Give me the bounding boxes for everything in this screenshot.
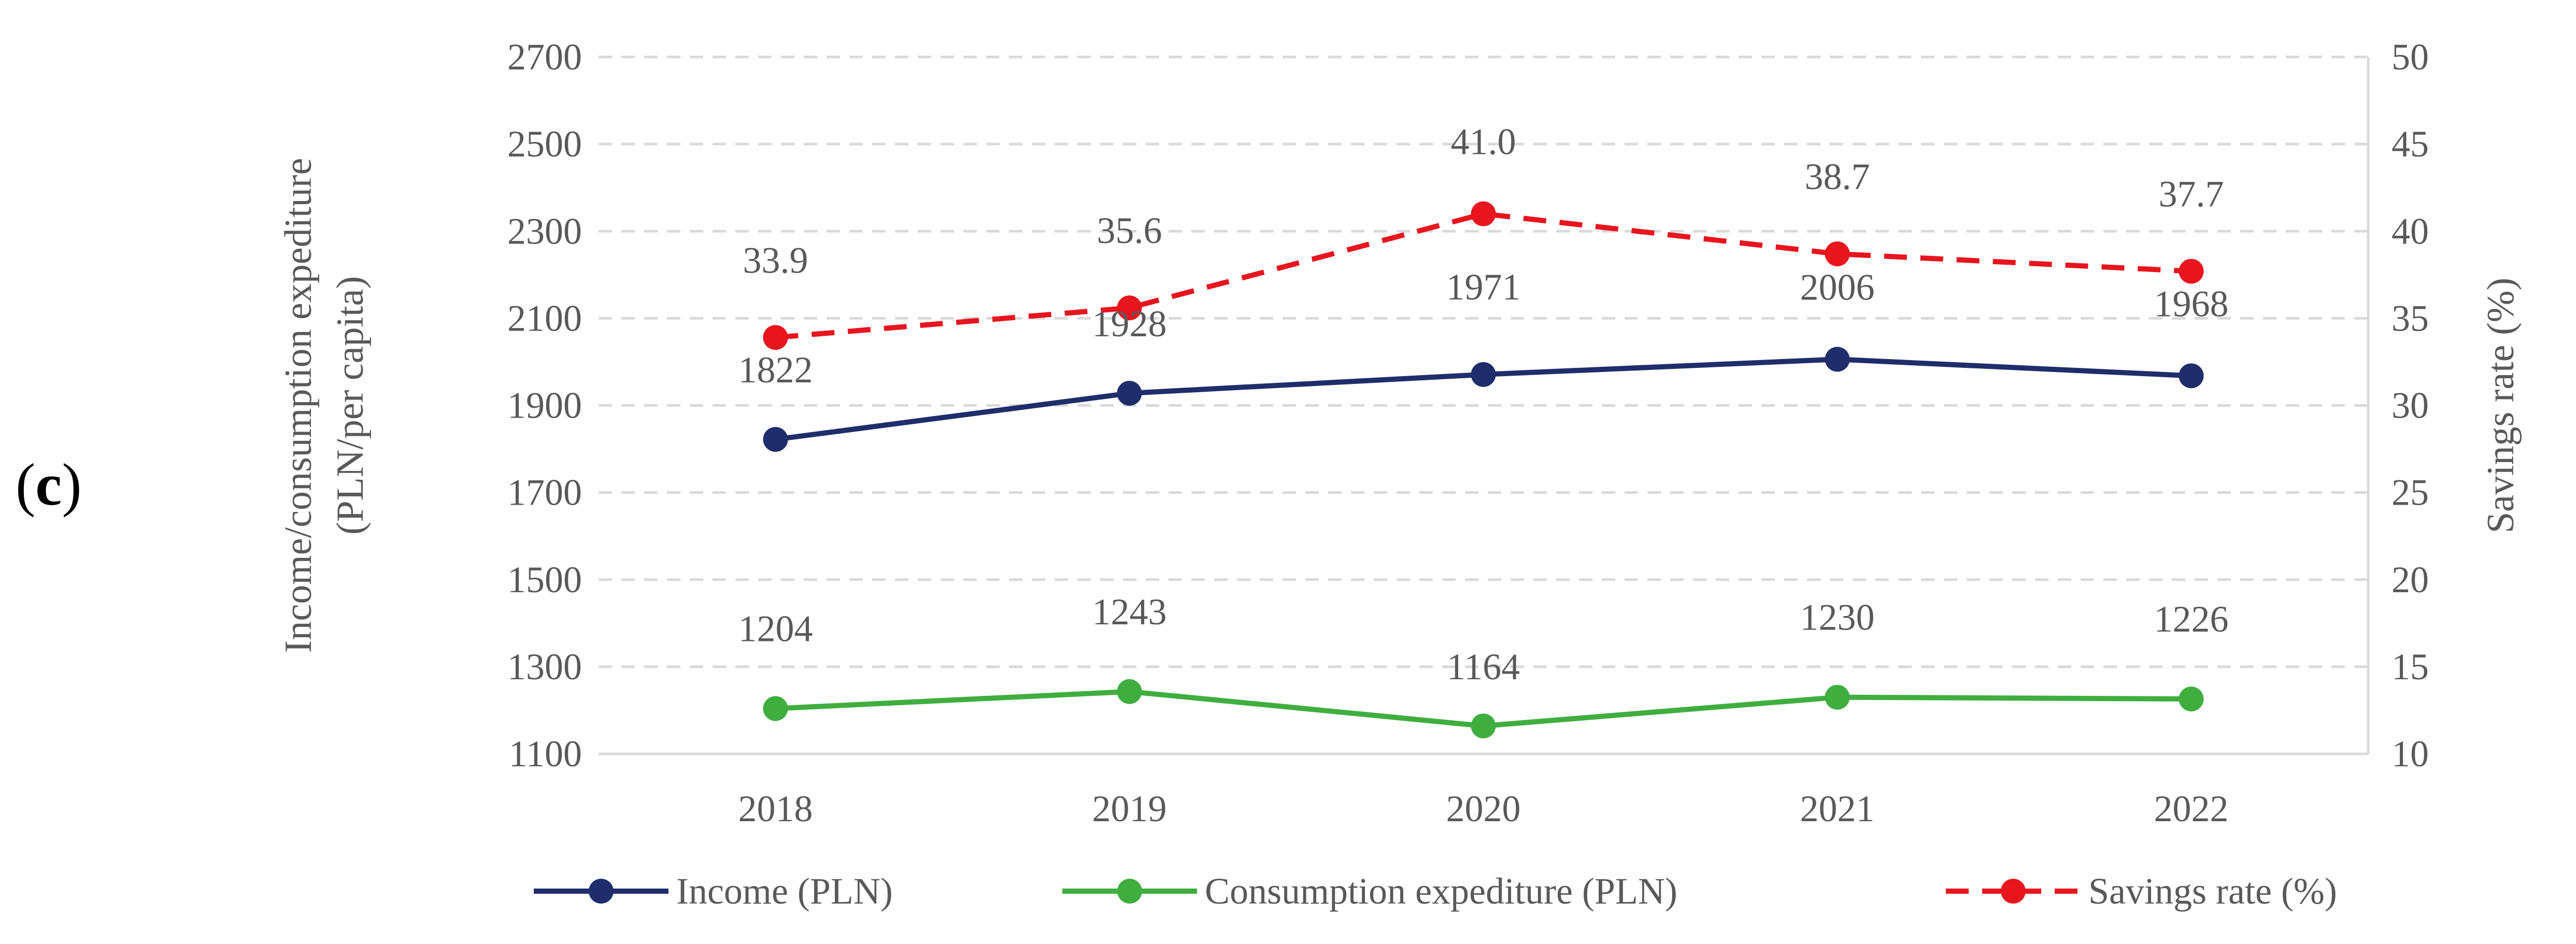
y-left-tick-label: 2100 xyxy=(507,297,582,339)
series-line-3 xyxy=(775,211,2191,340)
panel-label: (c) xyxy=(16,452,82,518)
data-point xyxy=(2179,363,2204,389)
legend-label: Consumption expediture (PLN) xyxy=(1205,870,1677,912)
data-label: 1822 xyxy=(738,349,813,391)
data-label: 1968 xyxy=(2154,283,2229,324)
legend-marker xyxy=(1117,879,1142,904)
x-tick-label: 2021 xyxy=(1800,788,1875,829)
data-label: 35.6 xyxy=(1097,210,1162,251)
data-label: 33.9 xyxy=(743,239,808,281)
data-point xyxy=(1825,684,1850,710)
legend-label: Income (PLN) xyxy=(676,870,893,912)
y-left-tick-label: 2500 xyxy=(507,123,582,165)
y-left-tick-label: 1700 xyxy=(507,472,582,513)
data-label: 1928 xyxy=(1092,303,1167,345)
data-label: 38.7 xyxy=(1805,156,1870,197)
y-left-tick-label: 1900 xyxy=(507,385,582,426)
data-label: 41.0 xyxy=(1451,121,1516,163)
x-tick-label: 2018 xyxy=(738,788,813,829)
y-left-axis-title-line2: (PLN/per capita) xyxy=(329,276,372,535)
data-label: 1204 xyxy=(738,608,813,650)
data-label: 37.7 xyxy=(2159,174,2224,215)
data-point xyxy=(1825,241,1850,266)
y-right-tick-label: 45 xyxy=(2392,123,2429,165)
data-point xyxy=(1825,347,1850,372)
y-right-axis-title: Savings rate (%) xyxy=(2480,278,2522,533)
x-tick-label: 2020 xyxy=(1446,788,1521,829)
data-point xyxy=(1471,201,1496,226)
y-right-tick-label: 30 xyxy=(2392,385,2429,426)
y-left-tick-label: 2300 xyxy=(507,210,582,252)
y-left-tick-label: 1500 xyxy=(507,559,582,600)
data-point xyxy=(1117,380,1142,406)
data-label: 1971 xyxy=(1446,266,1521,308)
data-point xyxy=(763,696,788,721)
y-right-tick-label: 40 xyxy=(2392,210,2429,252)
data-label: 1243 xyxy=(1092,591,1167,633)
data-label: 1226 xyxy=(2154,598,2229,640)
data-point xyxy=(1117,295,1142,321)
data-label: 1164 xyxy=(1447,646,1520,688)
x-tick-label: 2022 xyxy=(2154,788,2229,829)
y-right-tick-label: 20 xyxy=(2392,559,2429,600)
legend-item: Consumption expediture (PLN) xyxy=(1062,870,1677,912)
x-tick-label: 2019 xyxy=(1092,788,1167,829)
legend-item: Income (PLN) xyxy=(534,870,893,912)
y-left-tick-label: 2700 xyxy=(507,36,582,78)
y-left-axis-title-line1: Income/consumption expediture xyxy=(277,158,320,653)
y-right-tick-label: 25 xyxy=(2392,472,2429,513)
data-point xyxy=(1117,679,1142,704)
data-point xyxy=(1471,362,1496,387)
y-left-tick-label: 1300 xyxy=(507,646,582,688)
y-left-axis-title: Income/consumption expediture (PLN/per ca… xyxy=(277,158,372,653)
data-point xyxy=(763,325,788,350)
data-label: 1230 xyxy=(1800,597,1875,638)
data-point xyxy=(763,427,788,452)
y-right-tick-label: 15 xyxy=(2392,646,2429,688)
data-point xyxy=(2179,259,2204,284)
data-point xyxy=(2179,686,2204,712)
y-right-tick-label: 10 xyxy=(2392,733,2429,775)
legend-marker xyxy=(2001,879,2026,904)
legend-marker xyxy=(589,879,614,904)
y-left-tick-label: 1100 xyxy=(509,733,582,775)
legend-label: Savings rate (%) xyxy=(2088,870,2337,912)
data-point xyxy=(1471,713,1496,739)
y-right-tick-label: 50 xyxy=(2392,36,2429,78)
y-right-tick-label: 35 xyxy=(2392,297,2429,339)
panel-label-letter: c xyxy=(35,452,62,518)
legend-item: Savings rate (%) xyxy=(1946,870,2337,912)
data-label: 2006 xyxy=(1800,266,1875,308)
